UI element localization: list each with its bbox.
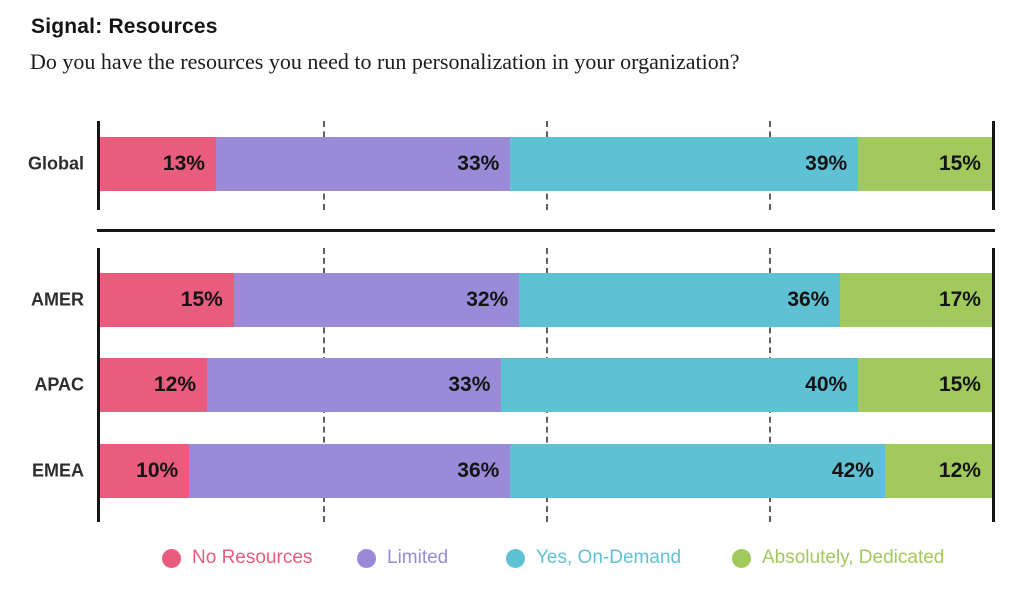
value-label-emea-limited: 36%: [457, 459, 500, 482]
legend-label-limited: Limited: [387, 547, 449, 568]
value-label-amer-no-resources: 15%: [180, 288, 223, 311]
value-label-apac-absolutely-dedicated: 15%: [938, 373, 981, 396]
segment-global-no-resources: 13%: [100, 137, 216, 191]
value-label-emea-no-resources: 10%: [136, 459, 179, 482]
segment-apac-yes-on-demand: 40%: [501, 358, 859, 412]
legend-swatch-absolutely-dedicated: [732, 548, 751, 568]
value-label-global-limited: 33%: [457, 152, 500, 175]
chart-section-regions: AMER 15% 32% 36% 17% APAC 12% 33% 40% 15% EMEA…: [31, 248, 995, 522]
legend-item-limited: Limited: [357, 547, 448, 569]
value-label-amer-limited: 32%: [466, 288, 509, 311]
bar-row-amer: AMER 15% 32% 36% 17%: [31, 273, 992, 327]
value-label-amer-absolutely-dedicated: 17%: [938, 288, 981, 311]
segment-apac-limited: 33%: [207, 358, 502, 412]
segment-apac-no-resources: 12%: [100, 358, 208, 412]
bar-row-emea: EMEA 10% 36% 42% 12%: [32, 444, 992, 498]
legend-swatch-no-resources: [162, 548, 181, 568]
value-label-global-yes-on-demand: 39%: [805, 152, 848, 175]
bar-row-global: Global 13% 33% 39% 15%: [28, 137, 992, 191]
value-label-emea-absolutely-dedicated: 12%: [938, 459, 981, 482]
segment-emea-limited: 36%: [189, 444, 511, 498]
segment-amer-yes-on-demand: 36%: [519, 273, 841, 327]
value-label-amer-yes-on-demand: 36%: [787, 288, 830, 311]
value-label-global-absolutely-dedicated: 15%: [938, 152, 981, 175]
legend-swatch-yes-on-demand: [506, 548, 525, 568]
row-label-apac: APAC: [34, 374, 84, 395]
value-label-apac-no-resources: 12%: [154, 373, 197, 396]
segment-emea-absolutely-dedicated: 12%: [884, 444, 992, 498]
value-label-apac-yes-on-demand: 40%: [805, 373, 848, 396]
segment-emea-no-resources: 10%: [100, 444, 190, 498]
segment-amer-limited: 32%: [233, 273, 520, 327]
bar-row-apac: APAC 12% 33% 40% 15%: [34, 358, 992, 412]
segment-emea-yes-on-demand: 42%: [510, 444, 885, 498]
row-label-amer: AMER: [31, 289, 84, 310]
segment-amer-absolutely-dedicated: 17%: [840, 273, 992, 327]
segment-global-limited: 33%: [215, 137, 511, 191]
segment-global-absolutely-dedicated: 15%: [858, 137, 992, 191]
segment-amer-no-resources: 15%: [100, 273, 234, 327]
legend-label-no-resources: No Resources: [192, 547, 313, 568]
segment-global-yes-on-demand: 39%: [510, 137, 859, 191]
legend-item-yes-on-demand: Yes, On-Demand: [506, 547, 681, 569]
legend-label-absolutely-dedicated: Absolutely, Dedicated: [762, 547, 945, 568]
row-label-emea: EMEA: [31, 460, 84, 481]
segment-apac-absolutely-dedicated: 15%: [858, 358, 992, 412]
page-title: Signal: Resources: [31, 15, 218, 38]
legend-item-no-resources: No Resources: [162, 547, 312, 569]
legend-item-absolutely-dedicated: Absolutely, Dedicated: [732, 547, 944, 569]
survey-question: Do you have the resources you need to ru…: [30, 49, 740, 74]
value-label-apac-limited: 33%: [448, 373, 491, 396]
value-label-global-no-resources: 13%: [162, 152, 205, 175]
chart-section-global: Global 13% 33% 39% 15%: [28, 121, 995, 210]
legend-label-yes-on-demand: Yes, On-Demand: [536, 547, 682, 568]
section-divider-line: [97, 229, 995, 232]
legend-swatch-limited: [357, 548, 376, 568]
value-label-emea-yes-on-demand: 42%: [831, 459, 874, 482]
row-label-global: Global: [27, 153, 84, 174]
